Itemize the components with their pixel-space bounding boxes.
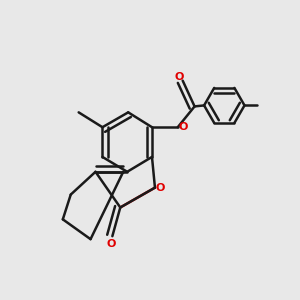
Text: O: O xyxy=(174,72,184,82)
Text: O: O xyxy=(178,122,188,132)
Text: O: O xyxy=(156,183,165,193)
Text: O: O xyxy=(106,238,116,249)
